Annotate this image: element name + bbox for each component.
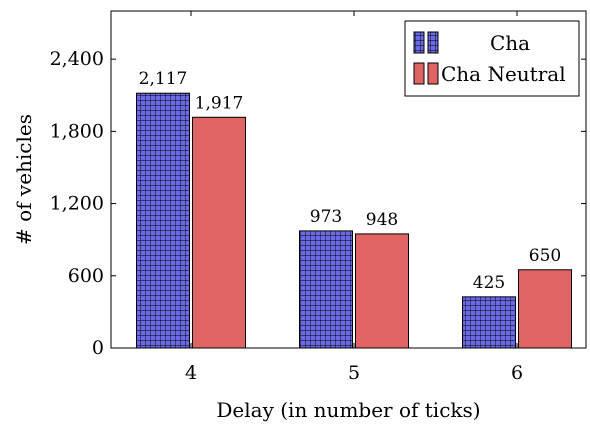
data-label: 1,917 xyxy=(195,93,244,113)
legend: Cha Cha Neutral xyxy=(404,20,580,97)
x-axis: 4 5 6 xyxy=(185,11,523,384)
legend-label: Cha xyxy=(490,31,530,55)
legend-key-cha-neutral xyxy=(427,62,439,85)
y-axis: 0 600 1,200 1,800 2,400 xyxy=(50,48,586,359)
data-label: 948 xyxy=(366,210,398,230)
bar-cha-5 xyxy=(299,230,353,349)
y-tick-label: 0 xyxy=(92,337,104,359)
data-labels-group: 2,117 973 425 1,917 948 650 xyxy=(139,69,562,293)
data-label: 650 xyxy=(529,246,561,266)
bar-cha-6 xyxy=(462,296,516,349)
x-tick-label: 5 xyxy=(348,362,360,384)
legend-key-cha-neutral xyxy=(413,62,425,85)
bar-cha-4 xyxy=(136,92,190,349)
y-tick-label: 1,200 xyxy=(50,193,104,215)
bar-cha-neutral-6 xyxy=(518,269,572,349)
data-label: 973 xyxy=(310,207,342,227)
legend-label: Cha Neutral xyxy=(441,62,566,86)
bar-cha-neutral-5 xyxy=(355,233,409,349)
y-tick-label: 600 xyxy=(68,265,104,287)
y-axis-title: # of vehicles xyxy=(12,114,36,245)
legend-key-cha xyxy=(427,31,439,54)
x-tick-label: 4 xyxy=(185,362,197,384)
bar-cha-neutral-4 xyxy=(192,116,246,349)
bars-group xyxy=(136,92,572,349)
legend-key-cha xyxy=(413,31,425,54)
x-tick-label: 6 xyxy=(511,362,523,384)
y-tick-label: 2,400 xyxy=(50,48,104,70)
data-label: 425 xyxy=(473,273,505,293)
y-tick-label: 1,800 xyxy=(50,120,104,142)
x-axis-title: Delay (in number of ticks) xyxy=(216,398,480,422)
data-label: 2,117 xyxy=(139,69,188,89)
